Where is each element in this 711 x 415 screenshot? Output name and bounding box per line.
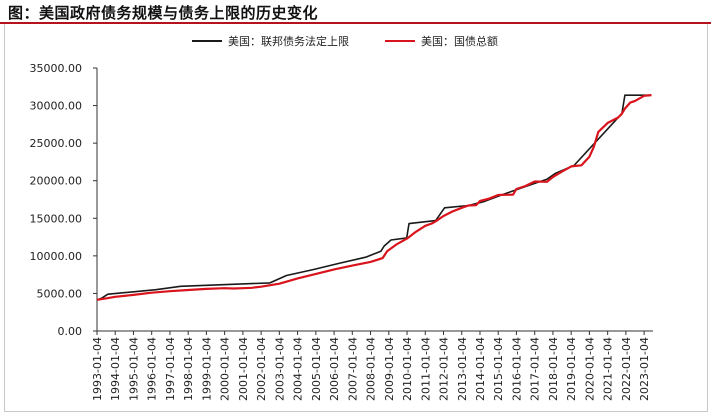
x-tick-label: 2006-01-04	[328, 337, 341, 401]
x-tick-label: 2019-01-04	[565, 337, 578, 401]
x-tick-label: 1997-01-04	[164, 337, 177, 401]
y-tick-label: 35000.00	[30, 62, 83, 75]
x-tick-label: 2000-01-04	[219, 337, 232, 401]
plot-area	[96, 94, 652, 301]
x-tick-label: 2018-01-04	[547, 337, 560, 401]
series-line-debt-limit	[96, 94, 652, 301]
x-tick-label: 2017-01-04	[529, 337, 542, 401]
chart-frame	[4, 24, 708, 412]
x-tick-label: 2021-01-04	[602, 337, 615, 401]
x-tick-label: 2009-01-04	[383, 337, 396, 401]
y-tick-label: 10000.00	[30, 250, 83, 263]
x-tick-label: 1993-01-04	[91, 337, 104, 401]
legend-label: 美国：联邦债务法定上限	[228, 34, 349, 48]
x-tick-label: 2023-01-04	[638, 337, 651, 401]
legend: 美国：联邦债务法定上限 美国：国债总额	[192, 34, 498, 48]
page-title: 图：美国政府债务规模与债务上限的历史变化	[8, 4, 319, 22]
x-tick-label: 2008-01-04	[365, 337, 378, 401]
y-tick-label: 25000.00	[30, 137, 83, 150]
x-tick-label: 2012-01-04	[437, 337, 450, 401]
x-tick-label: 2013-01-04	[456, 337, 469, 401]
y-tick-label: 5000.00	[37, 287, 83, 300]
x-tick-label: 2015-01-04	[492, 337, 505, 401]
y-tick-label: 0.00	[58, 325, 83, 338]
y-axis: 0.00 5000.00 10000.00 15000.00 20000.00 25000…	[30, 62, 98, 338]
x-tick-label: 2005-01-04	[310, 337, 323, 401]
x-tick-label: 2020-01-04	[583, 337, 596, 401]
title-bar: 图：美国政府债务规模与债务上限的历史变化	[0, 0, 711, 24]
y-tick-label: 20000.00	[30, 175, 83, 188]
x-tick-label: 2001-01-04	[237, 337, 250, 401]
series-line-total-debt	[96, 94, 652, 301]
x-tick-label: 2011-01-04	[419, 337, 432, 401]
x-tick-label: 1994-01-04	[109, 337, 122, 401]
x-tick-label: 2022-01-04	[620, 337, 633, 401]
x-tick-label: 1999-01-04	[200, 337, 213, 401]
x-tick-label: 1995-01-04	[127, 337, 140, 401]
legend-label: 美国：国债总额	[421, 34, 498, 48]
x-tick-label: 2010-01-04	[401, 337, 414, 401]
y-tick-label: 15000.00	[30, 212, 83, 225]
x-tick-label: 2014-01-04	[474, 337, 487, 401]
x-axis: 1993-01-04 1994-01-04 1995-01-04 1996-01-04…	[91, 330, 653, 401]
x-tick-label: 2004-01-04	[292, 337, 305, 401]
x-tick-label: 2016-01-04	[510, 337, 523, 401]
y-tick-label: 30000.00	[30, 100, 83, 113]
x-tick-label: 2007-01-04	[346, 337, 359, 401]
x-tick-label: 1998-01-04	[182, 337, 195, 401]
x-tick-label: 2003-01-04	[273, 337, 286, 401]
x-tick-label: 2002-01-04	[255, 337, 268, 401]
x-tick-label: 1996-01-04	[146, 337, 159, 401]
